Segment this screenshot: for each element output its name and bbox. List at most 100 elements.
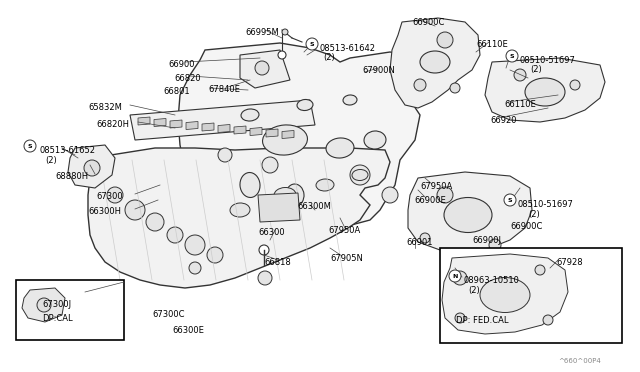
Polygon shape xyxy=(130,100,315,140)
Ellipse shape xyxy=(326,138,354,158)
Text: 66900: 66900 xyxy=(168,60,195,69)
Circle shape xyxy=(489,239,501,251)
Polygon shape xyxy=(282,131,294,138)
Circle shape xyxy=(453,271,467,285)
Text: 65832M: 65832M xyxy=(88,103,122,112)
Polygon shape xyxy=(186,122,198,129)
Circle shape xyxy=(504,194,516,206)
Polygon shape xyxy=(408,172,532,252)
Ellipse shape xyxy=(241,109,259,121)
Circle shape xyxy=(282,29,288,35)
Polygon shape xyxy=(266,129,278,137)
Text: 66110E: 66110E xyxy=(476,40,508,49)
Text: 66820: 66820 xyxy=(174,74,200,83)
Circle shape xyxy=(262,157,278,173)
Text: 08510-51697: 08510-51697 xyxy=(518,200,574,209)
Polygon shape xyxy=(485,58,605,122)
Text: (2): (2) xyxy=(530,65,541,74)
Text: 66801: 66801 xyxy=(163,87,189,96)
Circle shape xyxy=(543,315,553,325)
Circle shape xyxy=(255,61,269,75)
Text: 66900E: 66900E xyxy=(414,196,445,205)
Circle shape xyxy=(84,160,100,176)
Text: N: N xyxy=(452,273,458,279)
Circle shape xyxy=(278,51,286,59)
Polygon shape xyxy=(138,117,150,125)
Text: 67300: 67300 xyxy=(96,192,123,201)
Text: 68880H: 68880H xyxy=(55,172,88,181)
Text: 67928: 67928 xyxy=(556,258,582,267)
Text: 67300J: 67300J xyxy=(42,300,71,309)
Text: ^660^00P4: ^660^00P4 xyxy=(558,358,601,364)
Ellipse shape xyxy=(297,99,313,110)
Ellipse shape xyxy=(240,173,260,198)
Polygon shape xyxy=(258,193,300,222)
Text: S: S xyxy=(509,54,515,58)
Circle shape xyxy=(506,50,518,62)
Ellipse shape xyxy=(343,95,357,105)
Circle shape xyxy=(258,271,272,285)
Circle shape xyxy=(189,262,201,274)
Polygon shape xyxy=(390,18,480,108)
Circle shape xyxy=(382,187,398,203)
Text: 66900J: 66900J xyxy=(472,236,501,245)
Text: S: S xyxy=(28,144,32,148)
Text: (2): (2) xyxy=(45,156,57,165)
Text: 66995M: 66995M xyxy=(245,28,279,37)
Ellipse shape xyxy=(316,179,334,191)
Circle shape xyxy=(125,200,145,220)
Polygon shape xyxy=(442,254,568,334)
Polygon shape xyxy=(250,128,262,135)
Text: 66110E: 66110E xyxy=(504,100,536,109)
Polygon shape xyxy=(170,120,182,128)
Text: 66300H: 66300H xyxy=(88,207,121,216)
Ellipse shape xyxy=(286,184,304,206)
Circle shape xyxy=(146,213,164,231)
Text: 08963-10510: 08963-10510 xyxy=(463,276,519,285)
Text: 66300M: 66300M xyxy=(297,202,331,211)
Circle shape xyxy=(437,187,453,203)
Ellipse shape xyxy=(230,203,250,217)
Circle shape xyxy=(535,265,545,275)
Text: 67905N: 67905N xyxy=(330,254,363,263)
Polygon shape xyxy=(240,50,290,88)
Circle shape xyxy=(207,247,223,263)
Circle shape xyxy=(450,83,460,93)
Text: 08513-61652: 08513-61652 xyxy=(39,146,95,155)
Ellipse shape xyxy=(444,198,492,232)
Text: 66900C: 66900C xyxy=(412,18,444,27)
Ellipse shape xyxy=(525,78,565,106)
Polygon shape xyxy=(178,43,428,242)
Text: (2): (2) xyxy=(468,286,480,295)
Polygon shape xyxy=(234,126,246,134)
Text: 08513-61642: 08513-61642 xyxy=(320,44,376,53)
Ellipse shape xyxy=(420,51,450,73)
Circle shape xyxy=(218,148,232,162)
Text: 66300: 66300 xyxy=(258,228,285,237)
Bar xyxy=(440,248,622,343)
Circle shape xyxy=(107,187,123,203)
Ellipse shape xyxy=(262,125,307,155)
Text: (2): (2) xyxy=(323,53,335,62)
Text: 67950A: 67950A xyxy=(420,182,452,191)
Circle shape xyxy=(167,227,183,243)
Polygon shape xyxy=(68,145,115,188)
Ellipse shape xyxy=(352,170,368,180)
Circle shape xyxy=(449,270,461,282)
Circle shape xyxy=(350,165,370,185)
Text: DP:CAL: DP:CAL xyxy=(42,314,72,323)
Text: 67840E: 67840E xyxy=(208,85,240,94)
Text: DP: FED.CAL: DP: FED.CAL xyxy=(456,316,509,325)
Text: 66901: 66901 xyxy=(406,238,433,247)
Ellipse shape xyxy=(364,131,386,149)
Text: 67950A: 67950A xyxy=(328,226,360,235)
Ellipse shape xyxy=(480,278,530,312)
Text: 66818: 66818 xyxy=(264,258,291,267)
Polygon shape xyxy=(202,123,214,131)
Circle shape xyxy=(259,245,269,255)
Text: 67300C: 67300C xyxy=(152,310,184,319)
Polygon shape xyxy=(22,288,65,322)
Polygon shape xyxy=(88,148,390,288)
Circle shape xyxy=(306,38,318,50)
Circle shape xyxy=(455,313,465,323)
